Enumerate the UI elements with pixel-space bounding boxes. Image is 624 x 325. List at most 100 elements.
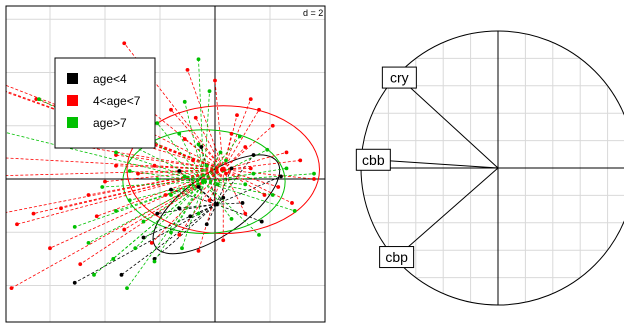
point-group-2 [100, 185, 105, 189]
grid-label-background [301, 7, 324, 19]
star-line [203, 91, 210, 182]
point-group-1 [31, 211, 36, 216]
star-line [170, 109, 224, 170]
star-line [198, 181, 205, 214]
star-line [6, 157, 224, 171]
point-group-2 [207, 89, 212, 94]
point-group-2 [182, 174, 187, 179]
point-group-0 [279, 174, 283, 179]
point-group-2 [196, 57, 201, 62]
star-line [184, 101, 205, 182]
point-group-1 [243, 145, 248, 149]
point-group-2 [127, 169, 132, 173]
point-group-0 [155, 211, 160, 216]
star-line [203, 181, 273, 196]
star-line [223, 151, 287, 171]
grid-label: d = 2 [303, 8, 323, 18]
point-group-1 [78, 262, 83, 267]
point-group-1 [15, 222, 19, 227]
ellipse-group-1 [126, 105, 320, 235]
point-group-2 [284, 166, 289, 171]
point-group-2 [243, 182, 248, 187]
legend-label: 4<age<7 [93, 94, 141, 108]
point-group-0 [72, 280, 77, 285]
star-line [203, 181, 260, 236]
variable-labels: cry cbb cbp [355, 66, 417, 269]
point-group-2 [265, 147, 270, 152]
star-line [102, 181, 205, 188]
point-group-2 [72, 225, 77, 229]
point-group-1 [114, 163, 118, 168]
point-group-1 [163, 193, 168, 197]
point-group-2 [196, 142, 201, 147]
point-group-2 [111, 256, 116, 261]
star-line [216, 203, 262, 222]
star-line [203, 165, 208, 182]
star-line [154, 203, 217, 260]
legend-label: age>7 [93, 116, 127, 130]
star-line [222, 146, 246, 170]
legend-swatch [67, 117, 78, 128]
group-center-marker [202, 179, 206, 184]
point-group-1 [182, 137, 187, 141]
point-group-0 [188, 214, 193, 219]
point-group-1 [229, 131, 234, 136]
star-line [143, 181, 205, 222]
point-group-0 [119, 272, 124, 277]
point-group-2 [127, 198, 132, 203]
variable-label-box [381, 66, 417, 89]
star-line [69, 144, 224, 171]
point-group-1 [290, 201, 294, 205]
star-line [154, 181, 205, 262]
point-group-2 [177, 131, 182, 136]
star-line [184, 138, 224, 170]
star-line [170, 181, 205, 196]
star-line [49, 169, 224, 249]
point-group-2 [155, 121, 160, 126]
point-group-1 [169, 107, 173, 112]
point-group-0 [229, 166, 234, 171]
point-group-1 [248, 166, 253, 171]
point-group-0 [177, 206, 182, 211]
star-line [178, 133, 205, 182]
legend-label: age<4 [93, 72, 127, 86]
variable-label-cbp: cbp [385, 249, 408, 265]
point-group-0 [259, 219, 264, 224]
arrow-cbb [373, 159, 499, 169]
point-group-2 [270, 193, 275, 197]
star-line [216, 202, 243, 205]
star-line [157, 178, 205, 183]
variable-arrows [372, 76, 499, 258]
point-group-0 [177, 169, 182, 173]
point-group-2 [114, 150, 118, 155]
point-group-1 [224, 171, 228, 176]
point-group-2 [182, 99, 187, 104]
point-group-1 [276, 185, 281, 189]
star-line [198, 59, 205, 182]
star-line [11, 169, 224, 289]
point-group-1 [284, 150, 289, 155]
point-group-2 [312, 171, 316, 176]
point-group-1 [9, 286, 14, 291]
point-group-2 [229, 217, 234, 221]
star-line [156, 122, 205, 182]
point-group-1 [262, 193, 267, 197]
legend-swatch [67, 95, 78, 106]
correlation-circle-plot: cry cbb cbp [355, 30, 624, 306]
group-center-marker [221, 167, 226, 172]
star-line [80, 169, 224, 265]
point-group-2 [152, 259, 157, 264]
point-group-2 [292, 209, 297, 213]
point-group-1 [213, 78, 217, 83]
point-group-2 [204, 163, 209, 168]
point-group-2 [92, 272, 96, 277]
individuals-plot: d = 2 age<4 4<age<7 age>7 [5, 5, 326, 323]
point-group-2 [224, 158, 228, 163]
point-group-1 [298, 158, 303, 163]
point-group-1 [114, 153, 118, 157]
point-group-1 [221, 238, 226, 243]
star-line [184, 175, 205, 183]
point-group-1 [243, 211, 248, 216]
point-group-1 [86, 193, 91, 197]
star-line [222, 115, 238, 170]
